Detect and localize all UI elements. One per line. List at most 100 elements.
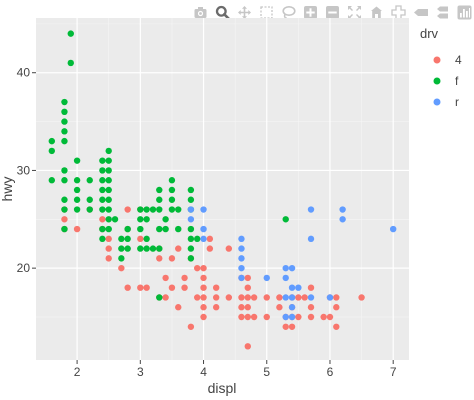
- data-point-drv-f[interactable]: [61, 128, 68, 135]
- data-point-drv-f[interactable]: [143, 216, 150, 223]
- data-point-drv-4[interactable]: [105, 235, 112, 243]
- data-point-drv-4[interactable]: [143, 284, 150, 291]
- data-point-drv-f[interactable]: [137, 245, 144, 252]
- data-point-drv-4[interactable]: [244, 284, 251, 291]
- data-point-drv-4[interactable]: [61, 216, 68, 223]
- data-point-drv-r[interactable]: [339, 206, 346, 213]
- data-point-drv-f[interactable]: [99, 206, 106, 213]
- data-point-drv-f[interactable]: [156, 294, 163, 301]
- pan-icon[interactable]: [237, 5, 252, 20]
- data-point-drv-r[interactable]: [238, 235, 245, 243]
- data-point-drv-4[interactable]: [105, 245, 112, 252]
- data-point-drv-4[interactable]: [175, 245, 182, 252]
- data-point-drv-r[interactable]: [389, 225, 397, 233]
- data-point-drv-4[interactable]: [200, 313, 207, 321]
- data-point-drv-f[interactable]: [187, 245, 195, 252]
- data-point-drv-4[interactable]: [156, 255, 163, 262]
- data-point-drv-f[interactable]: [67, 30, 74, 37]
- data-point-drv-4[interactable]: [326, 313, 334, 321]
- data-point-drv-f[interactable]: [105, 225, 112, 233]
- data-point-drv-4[interactable]: [124, 206, 131, 213]
- data-point-drv-4[interactable]: [181, 274, 188, 282]
- data-point-drv-4[interactable]: [288, 323, 296, 330]
- data-point-drv-4[interactable]: [250, 313, 258, 321]
- box-select-icon[interactable]: [259, 5, 274, 20]
- zoom-in-icon[interactable]: [303, 5, 318, 20]
- data-point-drv-4[interactable]: [225, 294, 233, 301]
- data-point-drv-4[interactable]: [307, 313, 315, 321]
- data-point-drv-4[interactable]: [206, 245, 214, 252]
- data-point-drv-4[interactable]: [187, 323, 195, 330]
- plotly-logo-icon[interactable]: [457, 5, 472, 20]
- data-point-drv-4[interactable]: [307, 284, 315, 291]
- data-point-drv-f[interactable]: [156, 186, 163, 194]
- data-point-drv-4[interactable]: [320, 313, 327, 321]
- data-point-drv-4[interactable]: [333, 304, 340, 311]
- data-point-drv-r[interactable]: [187, 206, 195, 213]
- data-point-drv-4[interactable]: [276, 304, 283, 311]
- data-point-drv-4[interactable]: [225, 245, 233, 252]
- data-point-drv-4[interactable]: [137, 284, 144, 291]
- data-point-drv-f[interactable]: [137, 216, 144, 223]
- data-point-drv-4[interactable]: [244, 294, 251, 301]
- data-point-drv-r[interactable]: [282, 313, 289, 321]
- data-point-drv-f[interactable]: [73, 177, 81, 184]
- data-point-drv-f[interactable]: [143, 245, 150, 252]
- data-point-drv-f[interactable]: [48, 137, 56, 145]
- data-point-drv-f[interactable]: [143, 206, 150, 213]
- data-point-drv-f[interactable]: [175, 206, 182, 213]
- data-point-drv-f[interactable]: [86, 177, 93, 184]
- data-point-drv-r[interactable]: [200, 235, 207, 243]
- data-point-drv-r[interactable]: [307, 206, 315, 213]
- data-point-drv-f[interactable]: [187, 196, 195, 203]
- data-point-drv-f[interactable]: [105, 186, 112, 194]
- data-point-drv-f[interactable]: [194, 235, 201, 243]
- data-point-drv-4[interactable]: [333, 323, 340, 330]
- data-point-drv-f[interactable]: [137, 206, 144, 213]
- data-point-drv-4[interactable]: [250, 294, 258, 301]
- data-point-drv-4[interactable]: [200, 274, 207, 282]
- data-point-drv-f[interactable]: [48, 177, 56, 184]
- data-point-drv-f[interactable]: [105, 196, 112, 203]
- data-point-drv-4[interactable]: [238, 294, 245, 301]
- data-point-drv-f[interactable]: [124, 245, 131, 252]
- data-point-drv-4[interactable]: [307, 304, 315, 311]
- data-point-drv-4[interactable]: [276, 294, 283, 301]
- data-point-drv-r[interactable]: [282, 274, 289, 282]
- data-point-drv-f[interactable]: [99, 167, 106, 174]
- data-point-drv-4[interactable]: [238, 304, 245, 311]
- data-point-drv-4[interactable]: [194, 264, 201, 272]
- data-point-drv-4[interactable]: [333, 294, 340, 301]
- data-point-drv-r[interactable]: [200, 206, 207, 213]
- data-point-drv-r[interactable]: [238, 274, 245, 282]
- data-point-drv-4[interactable]: [181, 284, 188, 291]
- data-point-drv-4[interactable]: [168, 284, 176, 291]
- hover-closest-icon[interactable]: [413, 5, 428, 20]
- data-point-drv-r[interactable]: [238, 245, 245, 252]
- data-point-drv-f[interactable]: [61, 98, 68, 106]
- data-point-drv-4[interactable]: [244, 313, 251, 321]
- data-point-drv-f[interactable]: [168, 196, 176, 203]
- data-point-drv-4[interactable]: [263, 294, 270, 301]
- data-point-drv-4[interactable]: [206, 235, 214, 243]
- data-point-drv-4[interactable]: [244, 304, 251, 311]
- data-point-drv-f[interactable]: [143, 235, 150, 243]
- data-point-drv-r[interactable]: [295, 284, 302, 291]
- data-point-drv-f[interactable]: [162, 216, 169, 223]
- data-point-drv-r[interactable]: [238, 255, 245, 262]
- data-point-drv-f[interactable]: [99, 235, 106, 243]
- data-point-drv-r[interactable]: [326, 294, 334, 301]
- data-point-drv-f[interactable]: [105, 206, 112, 213]
- data-point-drv-4[interactable]: [200, 294, 207, 301]
- data-point-drv-f[interactable]: [168, 177, 176, 184]
- data-point-drv-4[interactable]: [162, 294, 169, 301]
- data-point-drv-r[interactable]: [288, 264, 296, 272]
- data-point-drv-r[interactable]: [339, 216, 346, 223]
- data-point-drv-f[interactable]: [61, 177, 68, 184]
- data-point-drv-4[interactable]: [194, 294, 201, 301]
- autoscale-icon[interactable]: [347, 5, 362, 20]
- data-point-drv-f[interactable]: [61, 137, 68, 145]
- data-point-drv-f[interactable]: [156, 206, 163, 213]
- data-point-drv-f[interactable]: [73, 186, 81, 194]
- data-point-drv-4[interactable]: [168, 255, 176, 262]
